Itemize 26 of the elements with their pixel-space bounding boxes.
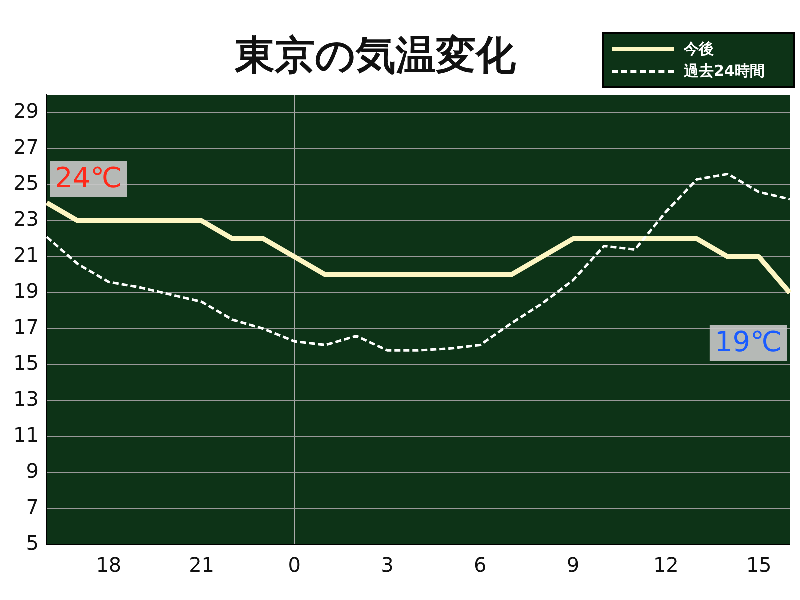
y-tick-label: 15: [14, 351, 39, 376]
x-tick-label: 15: [746, 553, 772, 578]
annotation: 24℃: [55, 161, 122, 194]
y-tick-label: 7: [26, 495, 39, 520]
x-tick-label: 6: [474, 553, 487, 578]
y-tick-label: 11: [14, 423, 39, 448]
x-tick-label: 3: [381, 553, 394, 578]
legend-label: 今後: [684, 40, 714, 58]
y-tick-label: 25: [14, 171, 39, 196]
y-tick-label: 21: [14, 243, 39, 268]
y-tick-label: 19: [14, 279, 39, 304]
annotation: 19℃: [714, 325, 782, 358]
x-tick-label: 21: [189, 553, 215, 578]
legend-label: 過去24時間: [684, 62, 765, 80]
y-tick-label: 5: [26, 531, 39, 556]
y-tick-label: 17: [14, 315, 39, 340]
y-tick-label: 13: [14, 387, 39, 412]
y-tick-label: 29: [14, 99, 39, 124]
y-tick-label: 9: [26, 459, 39, 484]
chart-title: 東京の気温変化: [235, 32, 516, 81]
x-tick-label: 12: [653, 553, 679, 578]
x-tick-label: 18: [96, 553, 122, 578]
x-tick-label: 0: [288, 553, 302, 578]
y-tick-label: 27: [14, 135, 39, 160]
y-tick-label: 23: [14, 207, 39, 232]
x-tick-label: 9: [566, 553, 580, 578]
